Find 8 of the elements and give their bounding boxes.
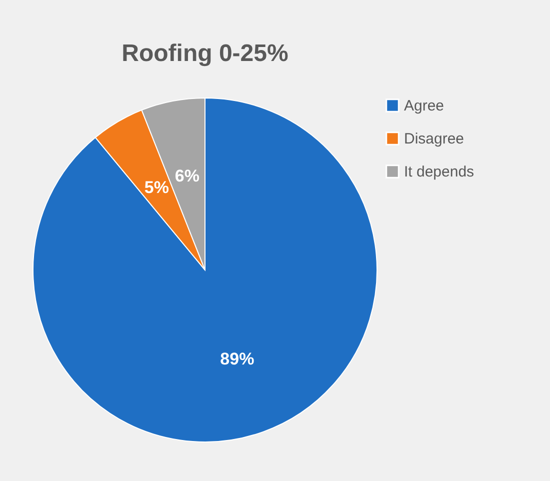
legend-label: Disagree [404,130,464,148]
data-label: 5% [144,178,169,198]
legend-label: Agree [404,98,444,114]
pie-slice [32,98,378,442]
data-label: 6% [174,166,200,186]
legend-label: It depends [404,164,474,180]
data-label: 89% [220,349,254,368]
chart-title: Roofing 0-25% [122,40,288,67]
